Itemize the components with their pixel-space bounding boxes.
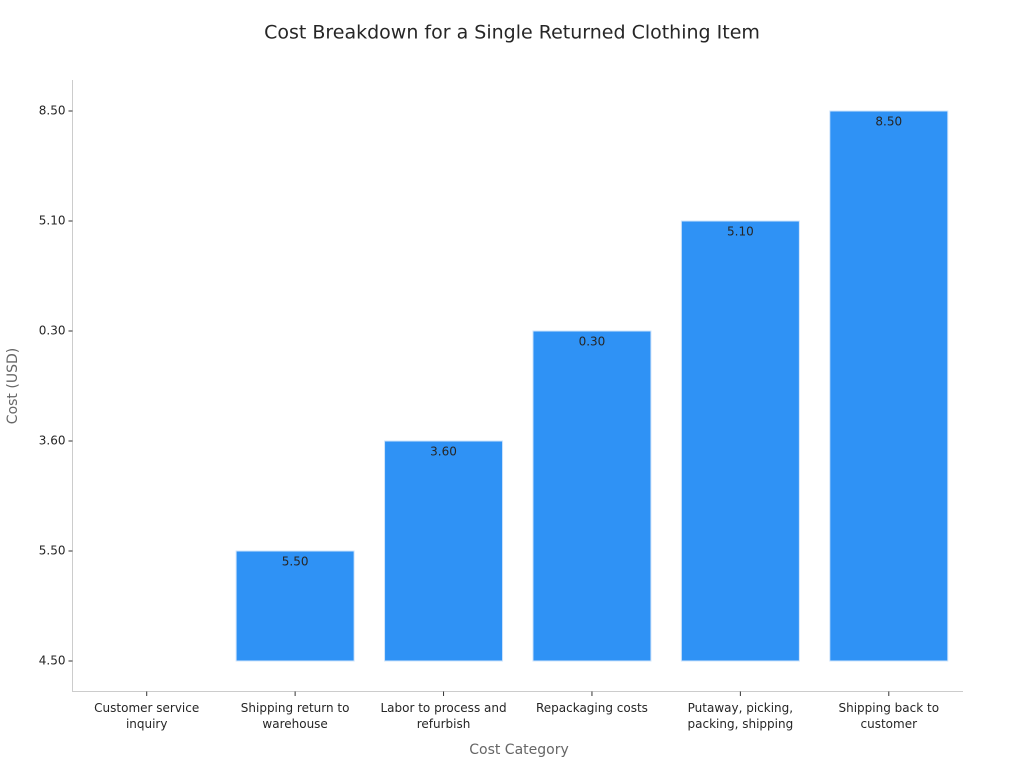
data-label: 8.50: [875, 115, 902, 129]
y-tick-label: 5.10: [39, 214, 66, 228]
data-label: 5.50: [282, 555, 309, 569]
x-tick-label: Customer service inquiry: [94, 701, 200, 731]
x-tick-label: Labor to process and refurbish: [380, 701, 507, 731]
y-tick-label: 4.50: [39, 654, 66, 668]
bar: [235, 550, 355, 662]
data-label: 5.10: [727, 225, 754, 239]
bar: [680, 220, 800, 662]
x-tick-label: Repackaging costs: [535, 701, 648, 715]
data-label: 3.60: [430, 445, 457, 459]
x-tick-label: Shipping back to customer: [838, 701, 940, 731]
y-tick-label: 3.60: [39, 434, 66, 448]
bar: [829, 110, 949, 662]
y-axis-label: Cost (USD): [5, 348, 21, 424]
x-axis-label: Cost Category: [469, 742, 569, 758]
bar: [384, 440, 504, 662]
x-tick-label: Shipping return to warehouse: [240, 701, 350, 731]
y-tick-label: 8.50: [39, 104, 66, 118]
y-tick-label: 5.50: [39, 544, 66, 558]
data-label: 0.30: [579, 335, 606, 349]
bar: [532, 330, 652, 662]
y-tick-label: 0.30: [39, 324, 66, 338]
chart-title: Cost Breakdown for a Single Returned Clo…: [264, 22, 760, 44]
x-tick-label: Putaway, picking, packing, shipping: [687, 701, 794, 731]
